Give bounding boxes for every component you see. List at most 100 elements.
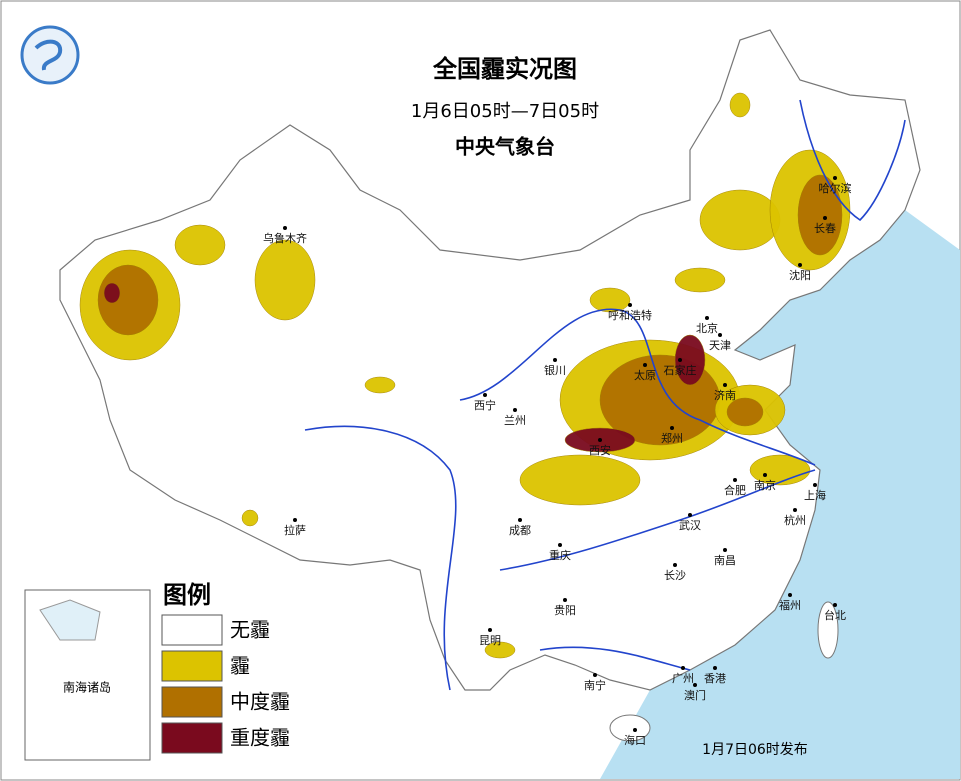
footer: 1月7日06时发布: [702, 742, 808, 758]
city-dot: [633, 728, 637, 732]
city-dot: [733, 478, 737, 482]
city-dot: [628, 303, 632, 307]
city-label: 澳门: [684, 688, 706, 702]
hainan: [609, 714, 651, 742]
legend-label: 重度霾: [230, 726, 290, 750]
haze-area: [97, 264, 159, 336]
city-label: 西宁: [474, 398, 496, 412]
haze-area: [589, 287, 631, 313]
city-label: 广州: [672, 672, 694, 685]
haze-area: [797, 174, 843, 256]
city-label: 杭州: [784, 513, 806, 527]
city-dot: [670, 426, 674, 430]
city-dot: [593, 673, 597, 677]
rivers: [304, 99, 906, 691]
haze-area: [699, 189, 781, 251]
city-dot: [693, 683, 697, 687]
city-label: 石家庄: [664, 363, 697, 377]
city-dot: [833, 603, 837, 607]
haze-area: [674, 267, 726, 293]
city-dot: [723, 383, 727, 387]
title: 全国霾实况图: [432, 55, 577, 83]
city-label: 西安: [589, 443, 611, 457]
city-label: 武汉: [679, 519, 701, 532]
city-dot: [723, 548, 727, 552]
city-label: 福州: [779, 598, 801, 612]
city-label: 长春: [814, 222, 836, 235]
haze-area: [674, 334, 706, 386]
haze-area: [364, 376, 396, 394]
city-dot: [793, 508, 797, 512]
city-label: 长沙: [664, 569, 686, 582]
haze-area: [241, 509, 259, 527]
china-outline: [59, 29, 921, 691]
haze-area: [103, 282, 121, 304]
city-dot: [643, 363, 647, 367]
legend-label: 霾: [230, 654, 250, 678]
legend-swatch: [161, 614, 223, 646]
city-label: 兰州: [504, 414, 526, 427]
city-label: 香港: [704, 672, 726, 685]
city-dot: [678, 358, 682, 362]
sea: [600, 210, 960, 779]
city-label: 太原: [634, 369, 656, 382]
city-label: 南昌: [714, 554, 736, 567]
legend-swatch: [161, 722, 223, 754]
city-label: 重庆: [549, 548, 571, 562]
city-label: 济南: [714, 388, 736, 402]
city-dot: [673, 563, 677, 567]
haze-area: [726, 397, 764, 427]
city-label: 乌鲁木齐: [263, 231, 307, 245]
city-label: 拉萨: [284, 523, 306, 537]
inset-coast: [39, 599, 101, 641]
city-label: 哈尔滨: [819, 181, 852, 195]
city-dot: [513, 408, 517, 412]
city-dot: [688, 513, 692, 517]
haze-area: [729, 92, 751, 118]
city-label: 合肥: [724, 483, 746, 497]
city-label: 海口: [624, 733, 646, 747]
city-label: 台北: [824, 608, 846, 622]
city-label: 贵阳: [554, 604, 576, 617]
city-dot: [553, 358, 557, 362]
haze-area: [254, 239, 316, 321]
legend-title: 图例: [163, 581, 211, 609]
city-dot: [558, 543, 562, 547]
city-dot: [488, 628, 492, 632]
logo-mark: [34, 39, 63, 71]
inset-label: 南海诸岛: [63, 680, 111, 695]
city-dot: [718, 333, 722, 337]
city-label: 南宁: [584, 678, 606, 692]
city-label: 昆明: [479, 634, 501, 647]
city-label: 北京: [696, 321, 718, 335]
city-dot: [483, 393, 487, 397]
city-dot: [823, 216, 827, 220]
subtitle: 1月6日05时—7日05时: [411, 101, 599, 122]
legend-label: 无霾: [230, 618, 270, 642]
city-dot: [813, 483, 817, 487]
legend-swatch: [161, 686, 223, 718]
city-label: 银川: [544, 363, 566, 377]
legend-label: 中度霾: [230, 690, 290, 714]
city-dot: [788, 593, 792, 597]
haze-area: [484, 641, 516, 659]
city-label: 郑州: [661, 431, 683, 445]
city-dot: [763, 473, 767, 477]
city-label: 南京: [754, 478, 776, 492]
issuer: 中央气象台: [455, 135, 555, 159]
city-dot: [833, 176, 837, 180]
city-label: 上海: [804, 488, 826, 502]
city-label: 沈阳: [789, 268, 811, 282]
city-dot: [713, 666, 717, 670]
city-dot: [293, 518, 297, 522]
taiwan: [817, 601, 839, 659]
haze-area: [519, 454, 641, 506]
city-label: 呼和浩特: [608, 308, 652, 322]
legend-swatch: [161, 650, 223, 682]
city-dot: [798, 263, 802, 267]
city-dot: [518, 518, 522, 522]
city-dot: [705, 316, 709, 320]
